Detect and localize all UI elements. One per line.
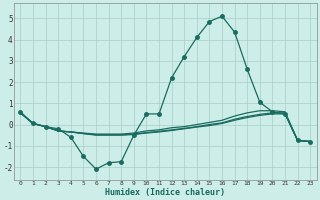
X-axis label: Humidex (Indice chaleur): Humidex (Indice chaleur) bbox=[105, 188, 225, 197]
